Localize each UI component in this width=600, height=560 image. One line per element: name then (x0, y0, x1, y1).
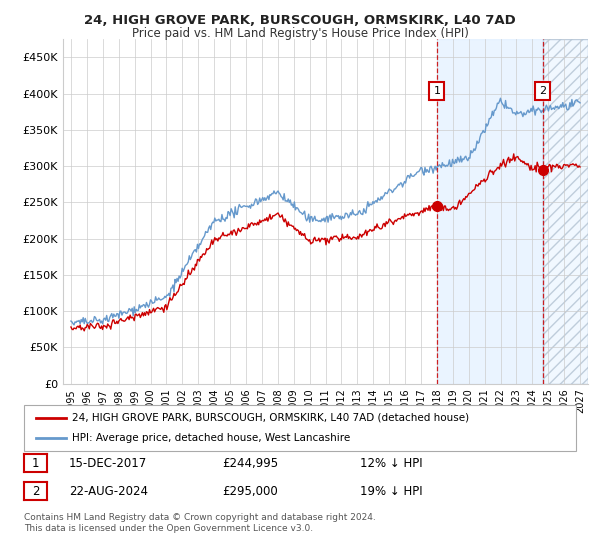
Text: 12% ↓ HPI: 12% ↓ HPI (360, 456, 422, 470)
Text: This data is licensed under the Open Government Licence v3.0.: This data is licensed under the Open Gov… (24, 524, 313, 533)
Text: Price paid vs. HM Land Registry's House Price Index (HPI): Price paid vs. HM Land Registry's House … (131, 27, 469, 40)
Text: £295,000: £295,000 (222, 484, 278, 498)
Text: 19% ↓ HPI: 19% ↓ HPI (360, 484, 422, 498)
Bar (437, 39, 542, 384)
Text: HPI: Average price, detached house, West Lancashire: HPI: Average price, detached house, West… (72, 433, 350, 443)
Text: £244,995: £244,995 (222, 456, 278, 470)
Text: Contains HM Land Registry data © Crown copyright and database right 2024.: Contains HM Land Registry data © Crown c… (24, 513, 376, 522)
Text: 24, HIGH GROVE PARK, BURSCOUGH, ORMSKIRK, L40 7AD (detached house): 24, HIGH GROVE PARK, BURSCOUGH, ORMSKIRK… (72, 413, 469, 423)
Text: 1: 1 (433, 86, 440, 96)
Text: 15-DEC-2017: 15-DEC-2017 (69, 456, 147, 470)
Bar (542, 39, 588, 384)
Text: 24, HIGH GROVE PARK, BURSCOUGH, ORMSKIRK, L40 7AD: 24, HIGH GROVE PARK, BURSCOUGH, ORMSKIRK… (84, 14, 516, 27)
Text: 22-AUG-2024: 22-AUG-2024 (69, 484, 148, 498)
Text: 2: 2 (32, 484, 39, 498)
Text: 2: 2 (539, 86, 546, 96)
Bar (542, 39, 588, 384)
Text: 1: 1 (32, 456, 39, 470)
